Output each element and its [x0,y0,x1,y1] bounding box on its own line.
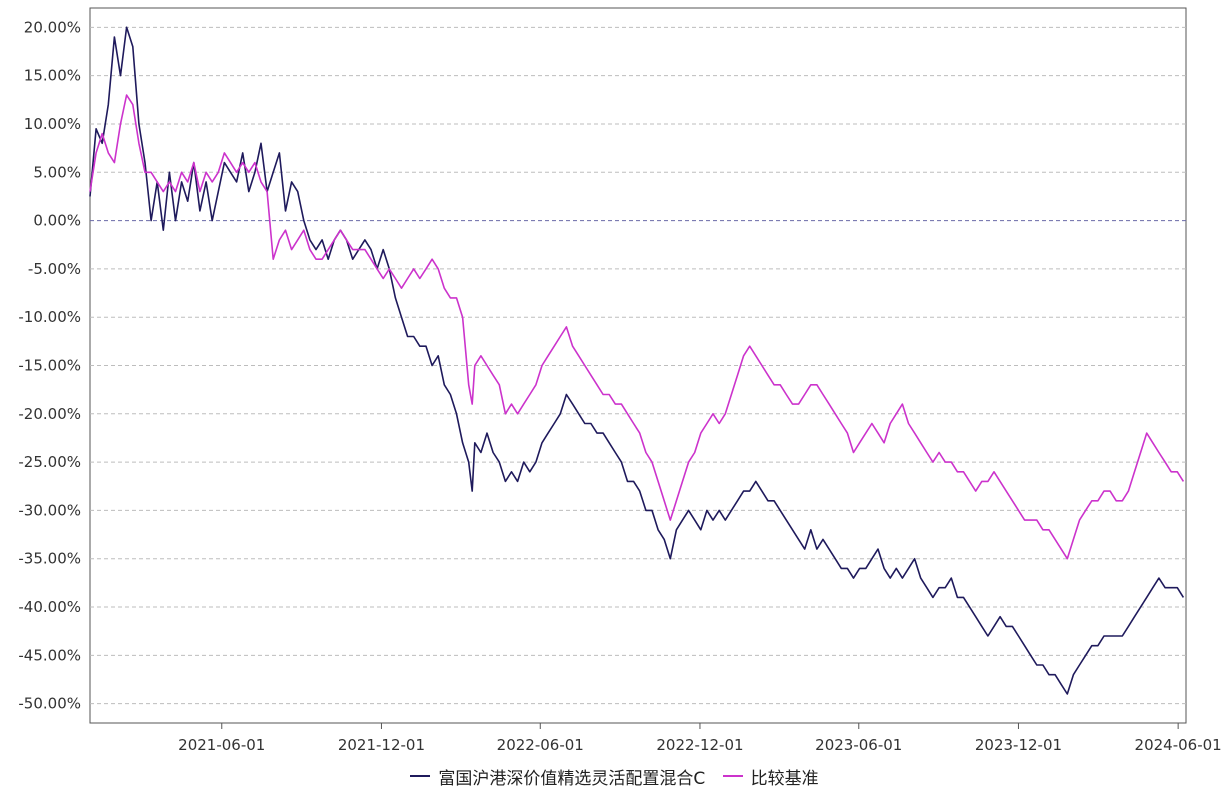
legend-label-benchmark: 比较基准 [750,768,819,789]
y-tick-label: 15.00% [24,67,81,85]
x-axis: 2021-06-01 2021-12-01 2022-06-01 2022-12-01… [178,723,1222,754]
y-tick-label: -45.00% [18,646,81,664]
y-tick-label: -50.00% [18,695,81,713]
x-tick-label: 2024-06-01 [1135,736,1222,754]
y-tick-label: -10.00% [18,308,81,326]
series-layer [89,26,1185,695]
x-tick-label: 2023-12-01 [975,736,1062,754]
y-tick-label: 10.00% [24,115,81,133]
x-tick-label: 2022-06-01 [497,736,584,754]
legend-item-fund[interactable]: 富国沪港深价值精选灵活配置混合C [410,764,705,789]
y-tick-label: -40.00% [18,598,81,616]
y-tick-label: 5.00% [33,163,81,181]
legend-swatch-benchmark [722,775,743,777]
y-tick-label: 0.00% [33,212,81,230]
series-line-fund [89,26,1185,695]
y-tick-label: -30.00% [18,501,81,519]
x-tick-label: 2021-12-01 [338,736,425,754]
y-tick-label: -35.00% [18,550,81,568]
y-tick-label: -5.00% [28,260,81,278]
grid-lines [90,26,1186,705]
x-tick-label: 2022-12-01 [656,736,743,754]
legend-item-benchmark[interactable]: 比较基准 [722,764,819,789]
y-tick-label: -15.00% [18,357,81,375]
legend-swatch-fund [410,775,431,777]
y-tick-label: -25.00% [18,453,81,471]
legend-label-fund: 富国沪港深价值精选灵活配置混合C [438,768,706,789]
y-axis: 20.00% 15.00% 10.00% 5.00% 0.00% -5.00% -10.00… [18,18,81,712]
series-line-benchmark [89,94,1185,560]
legend: 富国沪港深价值精选灵活配置混合C 比较基准 [0,762,1229,789]
x-tick-label: 2023-06-01 [815,736,902,754]
y-tick-label: -20.00% [18,405,81,423]
y-tick-label: 20.00% [24,18,81,36]
x-tick-label: 2021-06-01 [178,736,265,754]
